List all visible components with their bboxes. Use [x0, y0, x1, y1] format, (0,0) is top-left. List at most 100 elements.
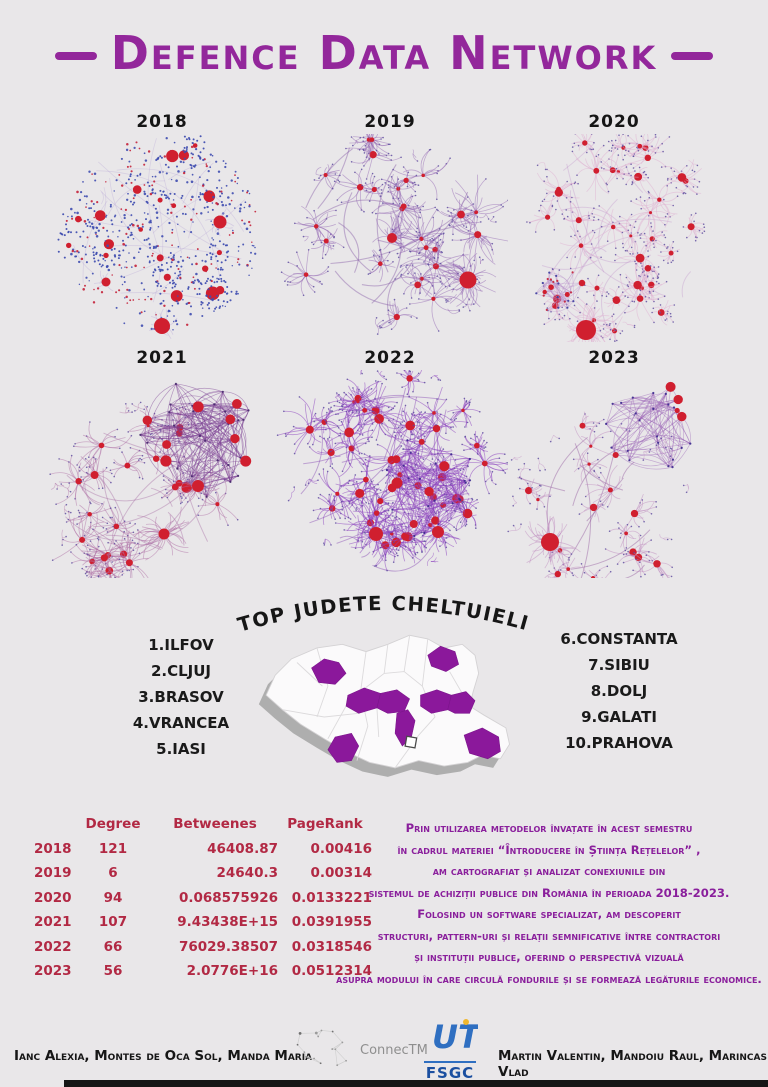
poster-title-row: Defence Data Network	[0, 30, 768, 76]
county-galati	[447, 691, 476, 714]
network-graph-2018: 2018	[44, 112, 280, 344]
county-list-item: 9.GALATI	[581, 708, 657, 726]
authors-left: Ianc Alexia, Montes de Oca Sol, Manda Ma…	[14, 1048, 313, 1064]
network-visualization-2023	[507, 381, 692, 598]
cell-pagerank: 0.0133221	[291, 889, 372, 906]
county-list-item: 4.VRANCEA	[132, 714, 230, 732]
cell-pagerank: 0.0391955	[291, 914, 372, 930]
paragraph-line: în cadrul materiei “Întroducere în Știin…	[397, 842, 701, 857]
graph-year-label: 2018	[136, 112, 188, 132]
paragraph-line: asupra modului în care circulă fondurile…	[336, 971, 762, 986]
county-cluj	[311, 658, 347, 685]
table-row: 2021 107 9.43438E+15 0.0391955	[28, 910, 372, 935]
cell-degree: 6	[108, 865, 118, 881]
cell-year: 2022	[34, 938, 72, 955]
network-graph-2022: 2022	[272, 348, 516, 580]
county-bucuresti-outline	[404, 735, 418, 749]
table-row: 2022 66 76029.38507 0.0318546	[28, 935, 372, 960]
cell-pagerank: 0.00314	[310, 865, 373, 881]
network-visualization-2018	[57, 135, 257, 340]
network-visualization-2020	[526, 118, 706, 358]
cell-year: 2021	[34, 914, 72, 930]
county-iasi	[427, 645, 459, 672]
ut-logo-accent-dot	[463, 1019, 469, 1025]
top-counties-list-1-5: 1.ILFOV 2.CLJUJ 3.BRASOV 4.VRANCEA 5.IASI	[96, 632, 266, 762]
network-visualization-2021	[49, 382, 252, 595]
network-graph-2021: 2021	[44, 348, 280, 595]
connectm-network-icon	[296, 1029, 347, 1067]
cell-year: 2018	[34, 840, 72, 857]
table-row: 2020 94 0.068575926 0.0133221	[28, 886, 372, 911]
poster-title: Defence Data Network	[110, 26, 658, 80]
network-visualization-2022	[276, 364, 516, 572]
fsgc-logo-label: FSGC	[425, 1064, 475, 1082]
fsgc-logo: UT FSGC	[420, 1016, 482, 1082]
connectm-logo: ConnecTM	[282, 1024, 428, 1076]
map-highlighted-counties	[311, 645, 501, 763]
connectm-logo-label: ConnecTM	[360, 1042, 428, 1058]
column-header: Degree	[85, 816, 141, 832]
paragraph-line: Folosind un software specializat, am des…	[417, 907, 681, 921]
cell-betweenes: 46408.87	[207, 840, 278, 857]
authors-right: Martin Valentin, Mandoiu Raul, Marincas …	[498, 1048, 767, 1080]
column-header: PageRank	[287, 816, 363, 832]
column-header: Betweenes	[173, 816, 257, 832]
paragraph-line: Prin utilizarea metodelor învațate în ac…	[405, 821, 693, 835]
graph-year-label: 2022	[364, 348, 416, 368]
county-list-item: 7.SIBIU	[588, 656, 650, 674]
metrics-table: Degree Betweenes PageRank 2018 121 46408.87 0.…	[28, 812, 372, 984]
title-dash-right	[671, 52, 714, 60]
fsgc-divider	[424, 1061, 476, 1063]
cell-pagerank: 0.0512314	[291, 963, 372, 979]
metrics-table-header: Degree Betweenes PageRank	[28, 812, 372, 837]
network-graph-2019: 2019	[272, 112, 512, 344]
county-dolj	[327, 733, 360, 763]
network-graph-2023: 2023	[496, 348, 732, 598]
network-visualization-2019	[280, 117, 512, 335]
ut-monogram-icon: UT	[432, 1018, 482, 1056]
cell-degree: 66	[103, 938, 123, 955]
network-graph-2020: 2020	[496, 112, 732, 358]
county-list-item: 5.IASI	[156, 740, 206, 758]
cell-betweenes: 24640.3	[216, 865, 279, 881]
cell-degree: 107	[98, 914, 128, 930]
cell-degree: 94	[103, 889, 123, 906]
paragraph-line: am cartografiat și analizat conexiunile …	[432, 864, 666, 878]
paragraph-line: structuri, pattern-uri și relații semnif…	[377, 928, 721, 943]
cell-betweenes: 2.0776E+16	[186, 963, 278, 979]
cell-pagerank: 0.0318546	[291, 938, 372, 955]
cell-degree: 56	[103, 963, 123, 979]
table-row: 2019 6 24640.3 0.00314	[28, 861, 372, 886]
graph-year-label: 2020	[588, 112, 640, 132]
ut-monogram-text: UT	[432, 1018, 478, 1056]
county-list-item: 1.ILFOV	[148, 636, 214, 654]
cell-year: 2023	[34, 963, 72, 979]
cell-betweenes: 76029.38507	[178, 938, 278, 955]
bottom-bar	[64, 1080, 768, 1087]
county-list-item: 3.BRASOV	[138, 688, 224, 706]
county-constanta	[463, 727, 501, 760]
cell-betweenes: 0.068575926	[178, 889, 278, 906]
romania-map	[258, 634, 511, 777]
county-list-item: 2.CLJUJ	[150, 662, 212, 680]
county-list-item: 8.DOLJ	[590, 682, 648, 700]
map-section-title-arc: TOP JUDETE CHELTUIELI	[235, 592, 530, 637]
cell-betweenes: 9.43438E+15	[177, 914, 278, 930]
cell-year: 2020	[34, 889, 72, 906]
county-list-item: 6.CONSTANTA	[560, 630, 678, 648]
county-list-item: 10.PRAHOVA	[565, 734, 673, 752]
top-counties-list-6-10: 6.CONSTANTA 7.SIBIU 8.DOLJ 9.GALATI 10.PRAHO…	[534, 626, 704, 756]
table-row: 2018 121 46408.87 0.00416	[28, 837, 372, 862]
graph-year-label: 2023	[588, 348, 640, 368]
graph-year-label: 2021	[136, 348, 188, 368]
table-row: 2023 56 2.0776E+16 0.0512314	[28, 959, 372, 984]
graph-year-label: 2019	[364, 112, 416, 132]
cell-degree: 121	[98, 840, 128, 857]
description-paragraph: Prin utilizarea metodelor învațate în ac…	[336, 818, 762, 990]
paragraph-line: sistemul de achiziții publice din Români…	[368, 885, 730, 900]
cell-pagerank: 0.00416	[310, 840, 373, 857]
paragraph-line: și instituții publice, oferind o perspec…	[414, 950, 684, 964]
title-dash-left	[54, 52, 97, 60]
cell-year: 2019	[34, 865, 72, 881]
